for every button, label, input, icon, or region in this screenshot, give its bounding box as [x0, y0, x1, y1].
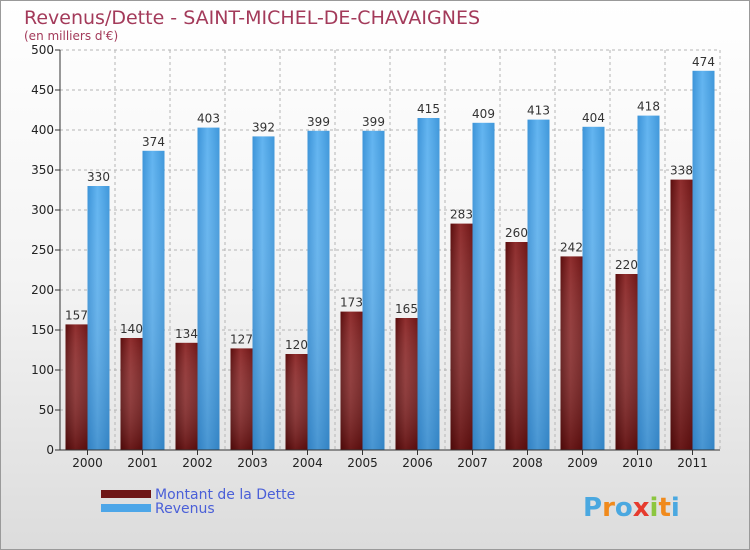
x-tick-label: 2009 [567, 456, 598, 470]
bar-revenus-shade [472, 122, 495, 451]
x-tick-label: 2006 [402, 456, 433, 470]
logo-letter-7: i [671, 493, 680, 523]
logo-letter-3: o [615, 493, 633, 523]
bar-revenus-shade [307, 130, 330, 451]
value-label: 242 [560, 240, 583, 254]
proxiti-logo: Proxiti [583, 493, 680, 523]
value-label: 413 [527, 104, 550, 118]
value-label: 409 [472, 107, 495, 121]
x-tick-label: 2008 [512, 456, 543, 470]
bar-revenus-shade [637, 115, 660, 450]
bar-dette-shade [340, 311, 363, 450]
value-label: 165 [395, 302, 418, 316]
bar-revenus-shade [197, 127, 220, 450]
x-tick-label: 2004 [292, 456, 323, 470]
value-label: 127 [230, 332, 253, 346]
x-tick-label: 2011 [677, 456, 708, 470]
y-tick-label: 150 [31, 323, 54, 337]
value-label: 403 [197, 112, 220, 126]
y-tick-label: 100 [31, 363, 54, 377]
logo-letter-2: r [602, 493, 615, 523]
value-labels: 157 330 140 374 134 403 127 392 120 399 173 399 165 4… [65, 55, 715, 352]
gridlines [60, 49, 721, 450]
logo-letter-5: i [650, 493, 659, 523]
bar-dette-shade [560, 256, 583, 450]
x-tick-label: 2000 [72, 456, 103, 470]
value-label: 338 [670, 164, 693, 178]
value-label: 157 [65, 308, 88, 322]
legend-label-revenus: Revenus [155, 501, 215, 517]
x-tick-label: 2003 [237, 456, 268, 470]
bar-revenus-shade [252, 136, 275, 450]
value-label: 134 [175, 327, 198, 341]
y-tick-label: 50 [39, 403, 54, 417]
y-tick-label: 300 [31, 203, 54, 217]
x-tick-label: 2001 [127, 456, 158, 470]
value-label: 474 [692, 55, 715, 69]
value-label: 399 [362, 115, 385, 129]
y-tick-label: 250 [31, 243, 54, 257]
value-label: 374 [142, 135, 165, 149]
bar-revenus-shade [417, 118, 440, 450]
x-tick-label: 2002 [182, 456, 213, 470]
x-tick-label: 2007 [457, 456, 488, 470]
y-tick-label: 200 [31, 283, 54, 297]
bar-dette-shade [285, 354, 308, 450]
bar-dette-shade [395, 318, 418, 450]
bar-dette-shade [450, 223, 473, 450]
logo-letter-4: x [633, 493, 650, 523]
bar-dette-shade [120, 338, 143, 450]
axes: 0 50 100 150 200 250 300 350 400 450 500 2000 2001 20… [31, 43, 720, 470]
bar-dette-shade [175, 342, 198, 450]
legend-swatch-revenus [101, 504, 151, 512]
value-label: 399 [307, 115, 330, 129]
bar-revenus-shade [582, 126, 605, 451]
logo-letter-6: t [658, 493, 670, 523]
value-label: 415 [417, 102, 440, 116]
y-tick-label: 500 [31, 43, 54, 57]
logo-letter-1: P [583, 493, 602, 523]
value-label: 330 [87, 170, 110, 184]
bar-dette-shade [670, 179, 693, 450]
y-tick-label: 400 [31, 123, 54, 137]
chart-subtitle: (en milliers d'€) [24, 29, 118, 43]
legend-swatch-dette [101, 490, 151, 498]
value-label: 173 [340, 296, 363, 310]
bar-dette-shade [65, 324, 88, 450]
chart-title: Revenus/Dette - SAINT-MICHEL-DE-CHAVAIGN… [24, 7, 480, 29]
value-label: 260 [505, 226, 528, 240]
bar-dette-shade [505, 242, 528, 450]
bar-revenus-shade [692, 70, 715, 451]
legend-label-dette: Montant de la Dette [155, 487, 295, 503]
bar-revenus-shade [87, 186, 110, 450]
bar-revenus-shade [362, 130, 385, 451]
value-label: 418 [637, 100, 660, 114]
y-tick-label: 450 [31, 83, 54, 97]
value-label: 120 [285, 338, 308, 352]
y-tick-label: 0 [46, 443, 54, 457]
bar-dette-shade [230, 348, 253, 450]
bar-revenus-shade [142, 150, 165, 451]
value-label: 140 [120, 322, 143, 336]
value-label: 392 [252, 120, 275, 134]
bars [65, 70, 715, 451]
value-label: 283 [450, 208, 473, 222]
bar-revenus-shade [527, 119, 550, 450]
legend: Montant de la Dette Revenus [101, 487, 295, 517]
value-label: 220 [615, 258, 638, 272]
y-tick-label: 350 [31, 163, 54, 177]
x-tick-label: 2005 [347, 456, 378, 470]
value-label: 404 [582, 111, 605, 125]
x-tick-label: 2010 [622, 456, 653, 470]
bar-dette-shade [615, 274, 638, 450]
